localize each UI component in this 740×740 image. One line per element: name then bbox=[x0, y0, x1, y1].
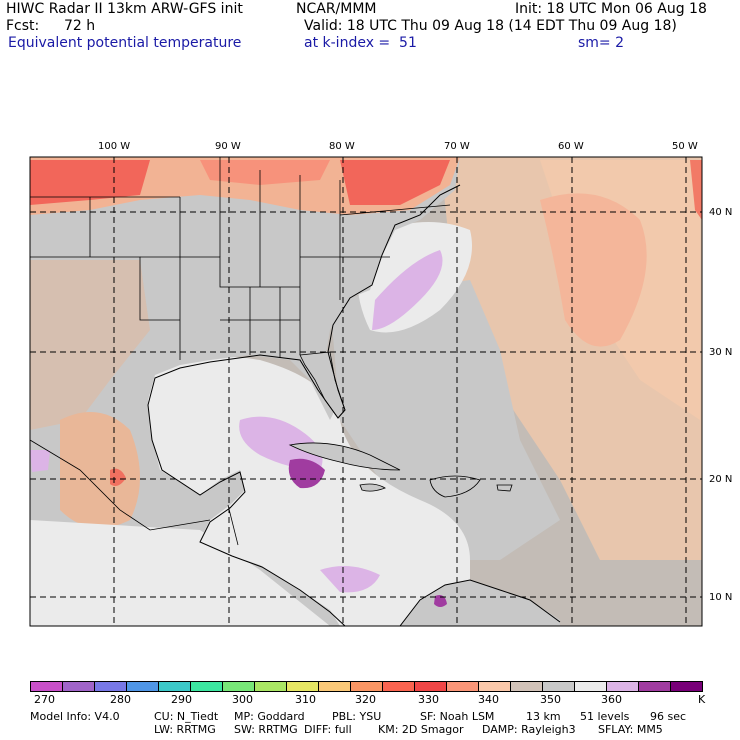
diff-scheme: DIFF: full bbox=[304, 723, 352, 736]
colorbar-label-270: 270 bbox=[34, 693, 55, 706]
sf-scheme: SF: Noah LSM bbox=[420, 710, 495, 723]
colorbar-swatch bbox=[30, 681, 63, 692]
colorbar-swatch bbox=[286, 681, 319, 692]
levels: 51 levels bbox=[580, 710, 630, 723]
colorbar-label-340: 340 bbox=[478, 693, 499, 706]
lon-label-80w: 80 W bbox=[329, 141, 355, 152]
colorbar-swatch bbox=[62, 681, 95, 692]
warm-patch-mexico bbox=[60, 412, 140, 528]
colorbar-swatch bbox=[638, 681, 671, 692]
jamaica-island bbox=[359, 483, 386, 492]
graticule bbox=[30, 157, 702, 626]
colorbar-swatch bbox=[158, 681, 191, 692]
colorbar-swatch bbox=[510, 681, 543, 692]
lon-label-60w: 60 W bbox=[558, 141, 584, 152]
lat-label-20n: 20 N bbox=[709, 474, 733, 485]
timestep: 96 sec bbox=[650, 710, 687, 723]
tan-region-southwest bbox=[30, 260, 150, 430]
red-patch-northeast bbox=[690, 160, 702, 220]
colorbar-label-310: 310 bbox=[295, 693, 316, 706]
valid-time: Valid: 18 UTC Thu 09 Aug 18 (14 EDT Thu … bbox=[304, 18, 677, 34]
purple-patch-southern-caribbean bbox=[320, 566, 380, 593]
purple-patch-pacific bbox=[30, 450, 50, 472]
forecast-hour: 72 h bbox=[64, 18, 96, 34]
colorbar-swatch bbox=[414, 681, 447, 692]
colorbar-swatch bbox=[542, 681, 575, 692]
hispaniola-island bbox=[429, 475, 481, 498]
red-patch-northeast-us bbox=[340, 160, 450, 205]
colorbar-label-290: 290 bbox=[171, 693, 192, 706]
lw-scheme: LW: RRTMG bbox=[154, 723, 216, 736]
resolution: 13 km bbox=[526, 710, 561, 723]
init-time: Init: 18 UTC Mon 06 Aug 18 bbox=[515, 1, 707, 17]
lon-label-50w: 50 W bbox=[672, 141, 698, 152]
colorbar-swatch bbox=[190, 681, 223, 692]
red-patch-plains bbox=[30, 160, 150, 205]
damp-scheme: DAMP: Rayleigh3 bbox=[482, 723, 576, 736]
smoothing-label: sm= 2 bbox=[578, 35, 625, 51]
colorbar-swatch bbox=[94, 681, 127, 692]
cu-scheme: CU: N_Tiedt bbox=[154, 710, 219, 723]
purple-streak-atlantic bbox=[372, 250, 443, 330]
colorbar-swatch bbox=[318, 681, 351, 692]
salmon-patch-atlantic bbox=[540, 193, 647, 347]
colorbar-label-330: 330 bbox=[418, 693, 439, 706]
puerto-rico-island bbox=[496, 484, 513, 492]
lon-label-70w: 70 W bbox=[444, 141, 470, 152]
colorbar-label-300: 300 bbox=[232, 693, 253, 706]
colorbar-label-350: 350 bbox=[540, 693, 561, 706]
colorbar-label-280: 280 bbox=[110, 693, 131, 706]
organization-label: NCAR/MMM bbox=[296, 1, 377, 17]
forecast-label: Fcst: bbox=[6, 18, 40, 34]
lon-label-90w: 90 W bbox=[215, 141, 241, 152]
purple-patch-gulf bbox=[239, 416, 323, 470]
colorbar-swatch bbox=[606, 681, 639, 692]
south-america-landmass bbox=[400, 580, 560, 626]
colorbar-swatch bbox=[574, 681, 607, 692]
lat-label-40n: 40 N bbox=[709, 207, 733, 218]
colorbar-swatch bbox=[350, 681, 383, 692]
colorbar-unit: K bbox=[698, 693, 706, 706]
map-frame bbox=[29, 156, 703, 627]
lat-label-10n: 10 N bbox=[709, 592, 733, 603]
colorbar-swatch bbox=[670, 681, 703, 692]
political-borders bbox=[30, 157, 451, 546]
field-name: Equivalent potential temperature bbox=[8, 35, 242, 51]
deep-purple-patch-cuba bbox=[288, 458, 325, 489]
light-field-east-pacific bbox=[30, 520, 330, 626]
purple-spot-venezuela bbox=[434, 595, 447, 607]
pbl-scheme: PBL: YSU bbox=[332, 710, 382, 723]
salmon-patch-great-lakes bbox=[200, 160, 330, 185]
colorbar-swatch bbox=[478, 681, 511, 692]
colorbar-label-320: 320 bbox=[355, 693, 376, 706]
colorbar-swatch bbox=[446, 681, 479, 692]
colorbar-swatch bbox=[254, 681, 287, 692]
km-scheme: KM: 2D Smagor bbox=[378, 723, 464, 736]
coastline-south-america bbox=[399, 579, 561, 626]
sflay-scheme: SFLAY: MM5 bbox=[598, 723, 663, 736]
model-info: Model Info: V4.0 bbox=[30, 710, 120, 723]
colorbar-swatch bbox=[382, 681, 415, 692]
cuba-island bbox=[288, 442, 401, 471]
lon-label-100w: 100 W bbox=[98, 141, 131, 152]
product-title: HIWC Radar II 13km ARW-GFS init bbox=[6, 1, 243, 17]
level-label: at k-index = 51 bbox=[304, 35, 417, 51]
lat-label-30n: 30 N bbox=[709, 347, 733, 358]
sw-scheme: SW: RRTMG bbox=[234, 723, 298, 736]
colorbar-swatch bbox=[222, 681, 255, 692]
coastline bbox=[147, 184, 461, 626]
colorbar-swatch bbox=[126, 681, 159, 692]
mp-scheme: MP: Goddard bbox=[234, 710, 305, 723]
colorbar-label-360: 360 bbox=[601, 693, 622, 706]
